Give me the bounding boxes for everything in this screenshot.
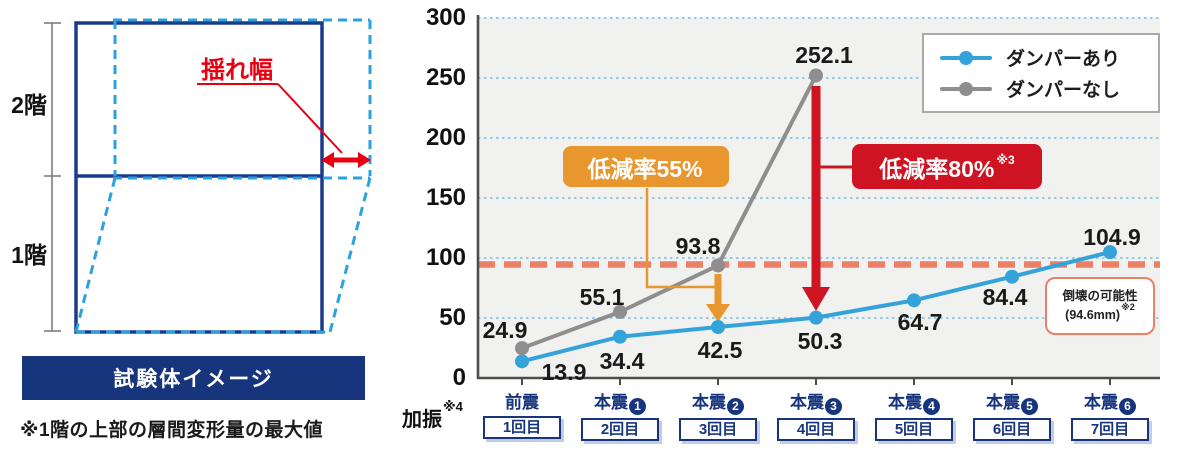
legend-dot <box>959 50 973 65</box>
specimen-diagram-canvas <box>44 18 372 334</box>
y-tick-label: 250 <box>425 64 466 91</box>
legend-item: ダンパーあり <box>940 42 1158 73</box>
y-tick-label: 200 <box>425 124 466 151</box>
x-category-label: 本震 4 <box>865 388 963 415</box>
data-label: 42.5 <box>697 337 743 363</box>
x-axis-title-text: 加振 <box>402 409 442 431</box>
chart-overlay: ダンパーあり ダンパーなし 低減率55% 低減率80% ※3 倒壊の可能性 (94.… <box>400 0 1180 464</box>
reduction-80-note: ※3 <box>996 152 1015 167</box>
data-label: 84.4 <box>982 283 1028 310</box>
floor-height-bracket <box>44 22 61 332</box>
collapse-risk-value: (94.6mm) <box>1065 308 1121 323</box>
x-axis-title: 加振※4 <box>402 399 463 432</box>
reduction-80-arrow-head <box>802 287 830 311</box>
data-label: 50.3 <box>797 327 843 354</box>
x-category: 前震 1回目 <box>473 388 571 439</box>
collapse-risk-line2: (94.6mm)※2 <box>1065 302 1135 325</box>
x-category-label: 前震 <box>505 393 539 412</box>
trial-count-box: 1回目 <box>483 416 561 439</box>
data-label: 252.1 <box>795 42 853 69</box>
trial-count-box: 4回目 <box>777 418 855 441</box>
x-category: 本震 1 2回目 <box>571 388 669 441</box>
x-category-label: 本震 5 <box>963 388 1061 415</box>
data-point-ダンパーあり-4 <box>907 293 921 308</box>
data-label: 104.9 <box>1083 224 1141 251</box>
quake-number-badge: 4 <box>923 398 940 415</box>
sway-width-label: 揺れ幅 <box>201 57 273 84</box>
data-point-ダンパーあり-6 <box>1103 245 1117 260</box>
y-tick-label: 50 <box>439 304 466 331</box>
x-category-label: 本震 3 <box>767 388 865 415</box>
specimen-diagram: 2階 1階 揺れ幅 試験体イメージ ※1階の上部の層間変形量の最大値 <box>0 0 400 464</box>
data-point-ダンパーなし-2 <box>711 258 725 273</box>
data-point-ダンパーなし-3 <box>809 68 823 83</box>
x-category-label: 本震 6 <box>1061 388 1159 415</box>
data-label: 64.7 <box>897 309 943 336</box>
floor-2-label: 2階 <box>11 92 47 118</box>
collapse-risk-line1: 倒壊の可能性 <box>1062 288 1138 303</box>
y-tick-label: 300 <box>425 4 466 31</box>
frame-deformed-outline <box>74 18 372 334</box>
data-point-ダンパーあり-1 <box>613 329 627 344</box>
x-category: 本震 6 7回目 <box>1061 388 1159 441</box>
x-category-label: 本震 1 <box>571 388 669 415</box>
data-label: 13.9 <box>541 359 587 386</box>
x-category: 本震 4 5回目 <box>865 388 963 441</box>
reduction-55-arrow-head <box>706 304 730 322</box>
x-category-label: 本震 2 <box>669 388 767 415</box>
trial-count-box: 7回目 <box>1071 418 1149 441</box>
quake-number-badge: 6 <box>1119 398 1136 415</box>
trial-count-box: 3回目 <box>679 418 757 441</box>
sway-width-annotation <box>197 83 371 168</box>
collapse-risk-label: 倒壊の可能性 (94.6mm)※2 <box>1045 277 1155 335</box>
data-label: 34.4 <box>599 347 645 374</box>
legend-label: ダンパーなし <box>1006 80 1121 101</box>
diagram-caption-banner: 試験体イメージ <box>22 356 365 400</box>
x-category: 本震 2 3回目 <box>669 388 767 441</box>
floor-1-label: 1階 <box>11 242 47 268</box>
diagram-caption: 試験体イメージ <box>113 368 274 391</box>
data-point-ダンパーあり-0 <box>515 354 529 369</box>
legend-line-sample <box>940 81 992 96</box>
data-label: 55.1 <box>579 283 625 310</box>
diagram-footnote: ※1階の上部の層間変形量の最大値 <box>20 420 324 441</box>
data-point-ダンパーあり-5 <box>1005 269 1019 284</box>
x-category: 本震 3 4回目 <box>767 388 865 441</box>
quake-number-badge: 2 <box>727 398 744 415</box>
y-tick-label: 0 <box>452 364 466 391</box>
series-line-1 <box>521 74 818 350</box>
data-point-ダンパーあり-2 <box>711 320 725 334</box>
data-point-ダンパーあり-3 <box>809 310 823 325</box>
y-tick-label: 150 <box>425 184 466 211</box>
x-axis-title-note: ※4 <box>443 399 463 415</box>
quake-number-badge: 1 <box>629 398 646 415</box>
reduction-80-callout: 低減率80% ※3 <box>852 144 1042 189</box>
legend-label: ダンパーあり <box>1006 49 1121 70</box>
legend-line-sample <box>940 50 992 65</box>
sway-comparison-chart: ダンパーあり ダンパーなし 低減率55% 低減率80% ※3 倒壊の可能性 (94.… <box>400 0 1180 464</box>
trial-count-box: 5回目 <box>875 418 953 441</box>
data-point-ダンパーなし-1 <box>613 304 627 319</box>
trial-count-box: 6回目 <box>973 418 1051 441</box>
x-category: 本震 5 6回目 <box>963 388 1061 441</box>
reduction-55-connector <box>645 188 716 289</box>
collapse-risk-note: ※2 <box>1121 302 1135 313</box>
trial-count-box: 2回目 <box>581 418 659 441</box>
reduction-55-text: 低減率55% <box>587 155 703 182</box>
legend-item: ダンパーなし <box>940 73 1158 104</box>
chart-legend: ダンパーあり ダンパーなし <box>922 33 1160 113</box>
legend-dot <box>959 81 973 96</box>
data-label: 93.8 <box>675 233 721 260</box>
reduction-55-callout: 低減率55% <box>563 146 729 187</box>
y-tick-label: 100 <box>425 244 466 271</box>
quake-number-badge: 5 <box>1021 398 1038 415</box>
quake-number-badge: 3 <box>825 398 842 415</box>
data-point-ダンパーなし-0 <box>515 341 529 356</box>
reduction-80-text: 低減率80% <box>879 155 995 182</box>
data-label: 24.9 <box>482 317 528 344</box>
